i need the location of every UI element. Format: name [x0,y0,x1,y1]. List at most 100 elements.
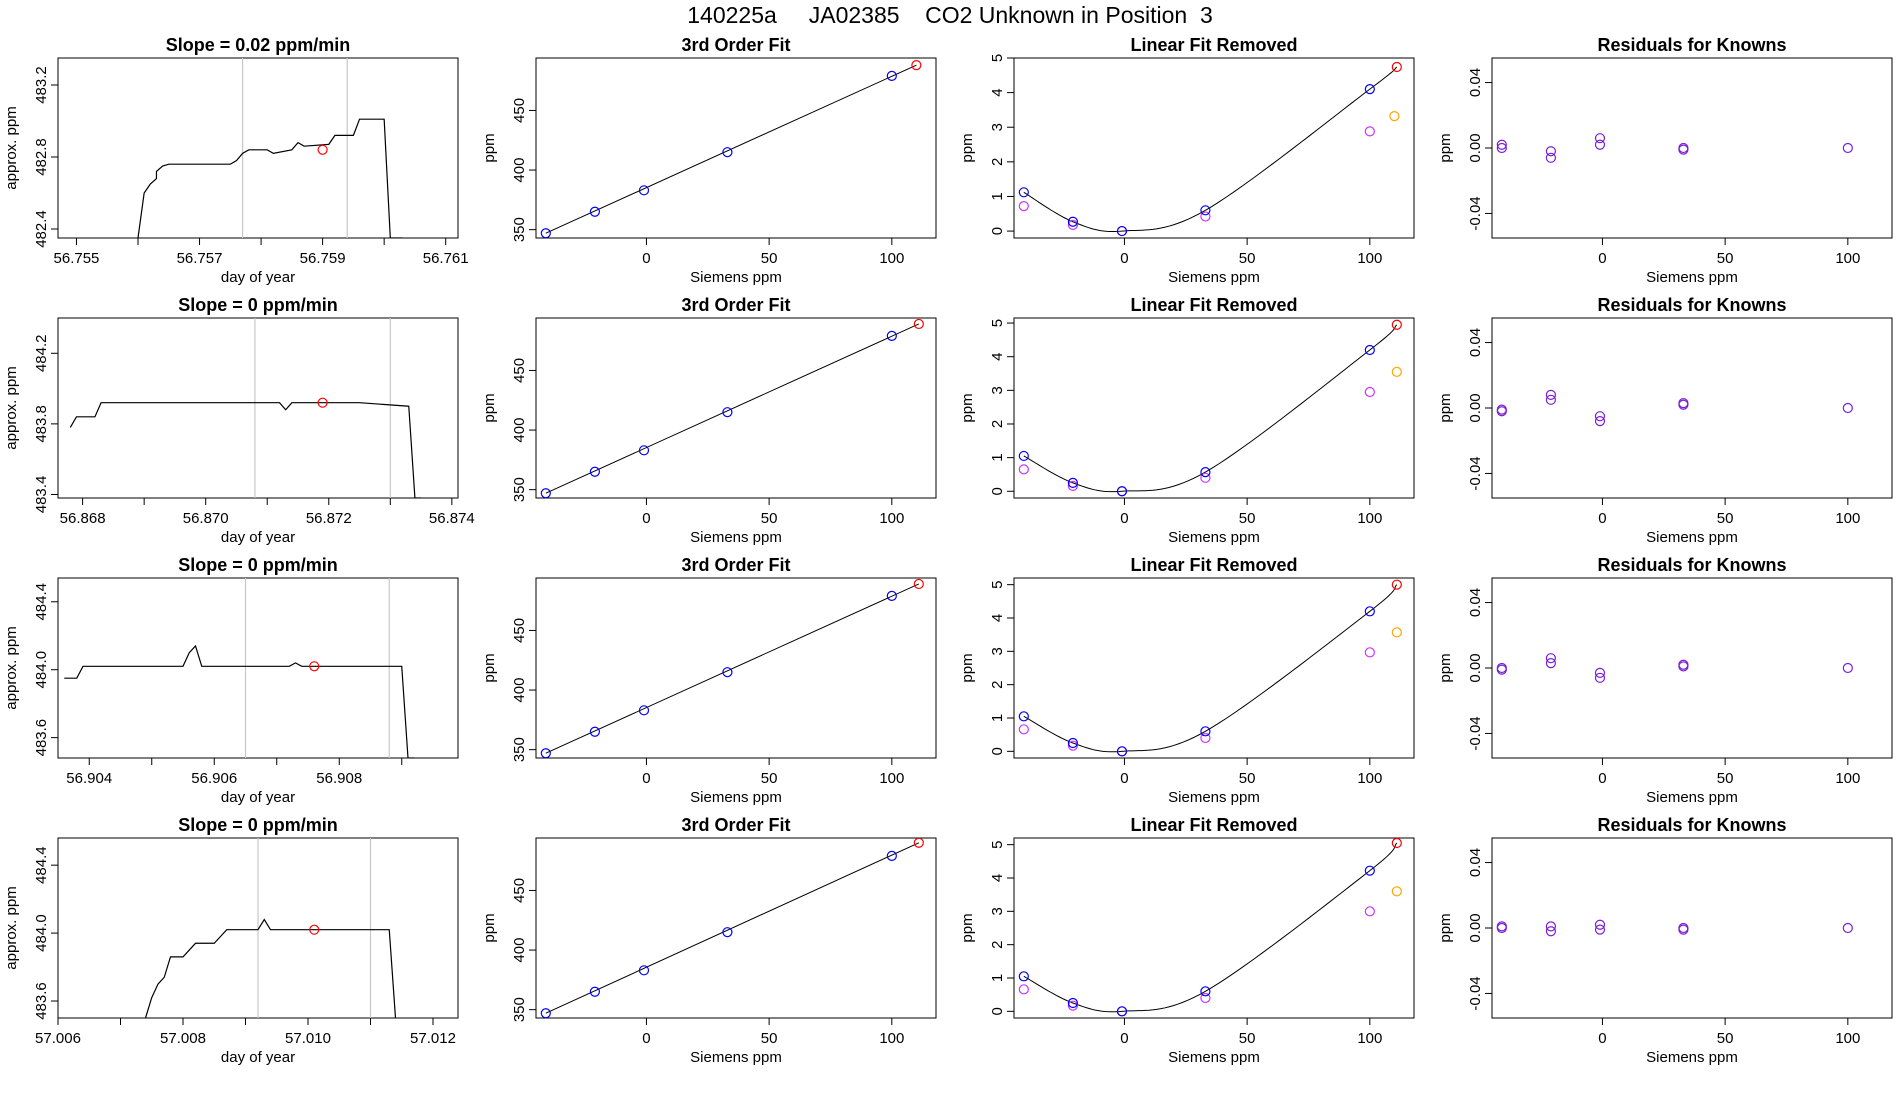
residual-point [1678,661,1689,672]
y-axis-label: ppm [481,133,498,162]
page-title: 140225a JA02385 CO2 Unknown in Position … [687,2,1213,28]
x-tick-label: 56.904 [66,770,112,787]
raw-known-point [1200,992,1211,1004]
known-standard-point [638,185,650,196]
x-tick-label: 50 [761,250,778,267]
chart-panel: 3rd Order Fit 0 50 100 Siemens ppm 350 400 450 p… [481,555,937,806]
y-tick-label: 5 [989,319,1006,327]
chart-title: Residuals for Knowns [1597,555,1786,575]
x-tick-label: 100 [1357,250,1382,267]
x-axis-label: day of year [221,1049,295,1066]
x-tick-label: 0 [642,1030,650,1047]
chart-title: Slope = 0 ppm/min [178,555,338,575]
x-tick-label: 0 [642,510,650,527]
y-tick-label: 5 [989,840,1006,848]
y-tick-label: 400 [511,678,528,703]
plot-area [1496,133,1853,163]
x-tick-label: 56.761 [423,250,469,267]
raw-known-point [1067,219,1078,230]
raw-known-point [1067,1000,1078,1011]
known-standard-point [886,70,897,81]
raw-known-point [1018,464,1029,475]
residual-point [1842,662,1853,674]
y-tick-label: 4 [989,353,1006,361]
x-axis-label: Siemens ppm [1646,789,1738,806]
chart-panel: Slope = 0 ppm/min 56.868 56.870 56.872 56.87… [3,295,475,546]
y-tick-label: 0 [989,487,1006,495]
residual-point [1496,922,1507,934]
known-standard-point [540,228,551,238]
plot-frame [535,577,937,759]
y-tick-label: 1 [989,453,1006,461]
y-tick-label: 484.0 [33,914,50,952]
x-tick-label: 56.755 [54,250,100,267]
x-axis-label: Siemens ppm [1646,269,1738,286]
residual-point [1678,399,1689,410]
residual-point [1678,144,1689,155]
chart-title: Slope = 0 ppm/min [178,295,338,315]
unknown-sample-point [1391,838,1402,849]
x-tick-label: 100 [879,1030,904,1047]
raw-known-point [1018,984,1029,995]
y-tick-label: 5 [989,580,1006,588]
known-standard-point [886,850,897,861]
y-tick-label: -0.04 [1467,976,1484,1010]
known-standard-point [589,206,600,217]
chart-title: Slope = 0 ppm/min [178,815,338,835]
x-tick-label: 57.012 [410,1030,456,1047]
fit-line [545,842,920,1014]
known-standard-point [1364,865,1375,876]
y-tick-label: 1 [989,714,1006,722]
residual-point [1594,667,1606,679]
y-tick-label: 2 [989,420,1006,428]
chart-panel: Linear Fit Removed 0 50 100 Siemens ppm 0 1 2 3 4… [959,35,1415,286]
y-tick-label: 484.2 [33,335,50,373]
x-axis-label: Siemens ppm [1646,529,1738,546]
y-axis-label: ppm [481,393,498,422]
x-tick-label: 100 [1835,1030,1860,1047]
residual-point [1594,139,1606,150]
chart-title: Residuals for Knowns [1597,295,1786,315]
x-tick-label: 100 [1835,770,1860,787]
known-standard-point [1116,225,1128,237]
known-standard-point [1018,971,1029,982]
chart-title: Linear Fit Removed [1130,815,1297,835]
y-tick-label: 450 [511,618,528,643]
x-tick-label: 56.906 [191,770,237,787]
y-tick-label: 0.04 [1467,848,1484,877]
chart-title: 3rd Order Fit [681,555,790,575]
plot-frame [535,837,937,1019]
y-axis-label: ppm [959,653,976,682]
y-axis-label: ppm [959,913,976,942]
plot-area [540,838,924,1018]
known-standard-point [1116,746,1128,757]
known-standard-point [638,445,650,456]
plot-area [1496,653,1853,683]
known-standard-point [722,927,733,938]
plot-area [540,318,924,498]
y-tick-label: 0.04 [1467,68,1484,97]
known-standard-point [1364,344,1375,356]
chart-title: 3rd Order Fit [681,35,790,55]
known-standard-point [540,748,551,758]
residual-point [1594,411,1606,422]
unknown-sample-point [913,318,924,330]
x-axis-label: day of year [221,529,295,546]
y-tick-label: 483.4 [33,476,50,514]
residual-point [1842,402,1853,414]
residual-point [1545,921,1556,932]
x-axis-label: Siemens ppm [690,529,782,546]
y-tick-label: 2 [989,158,1006,166]
plot-area [1496,919,1853,937]
ppm-trace-line [69,402,422,498]
x-tick-label: 100 [1357,1030,1382,1047]
residual-point [1594,133,1606,144]
y-axis-label: approx. ppm [3,106,20,189]
fit-curve [1023,66,1398,232]
chart-panel: Residuals for Knowns 0 50 100 Siemens ppm -0.… [1437,35,1893,286]
x-tick-label: 100 [879,770,904,787]
known-standard-point [540,488,551,498]
y-tick-label: 450 [511,878,528,903]
chart-panel: Residuals for Knowns 0 50 100 Siemens ppm -0.… [1437,815,1893,1066]
residual-point [1842,922,1853,934]
